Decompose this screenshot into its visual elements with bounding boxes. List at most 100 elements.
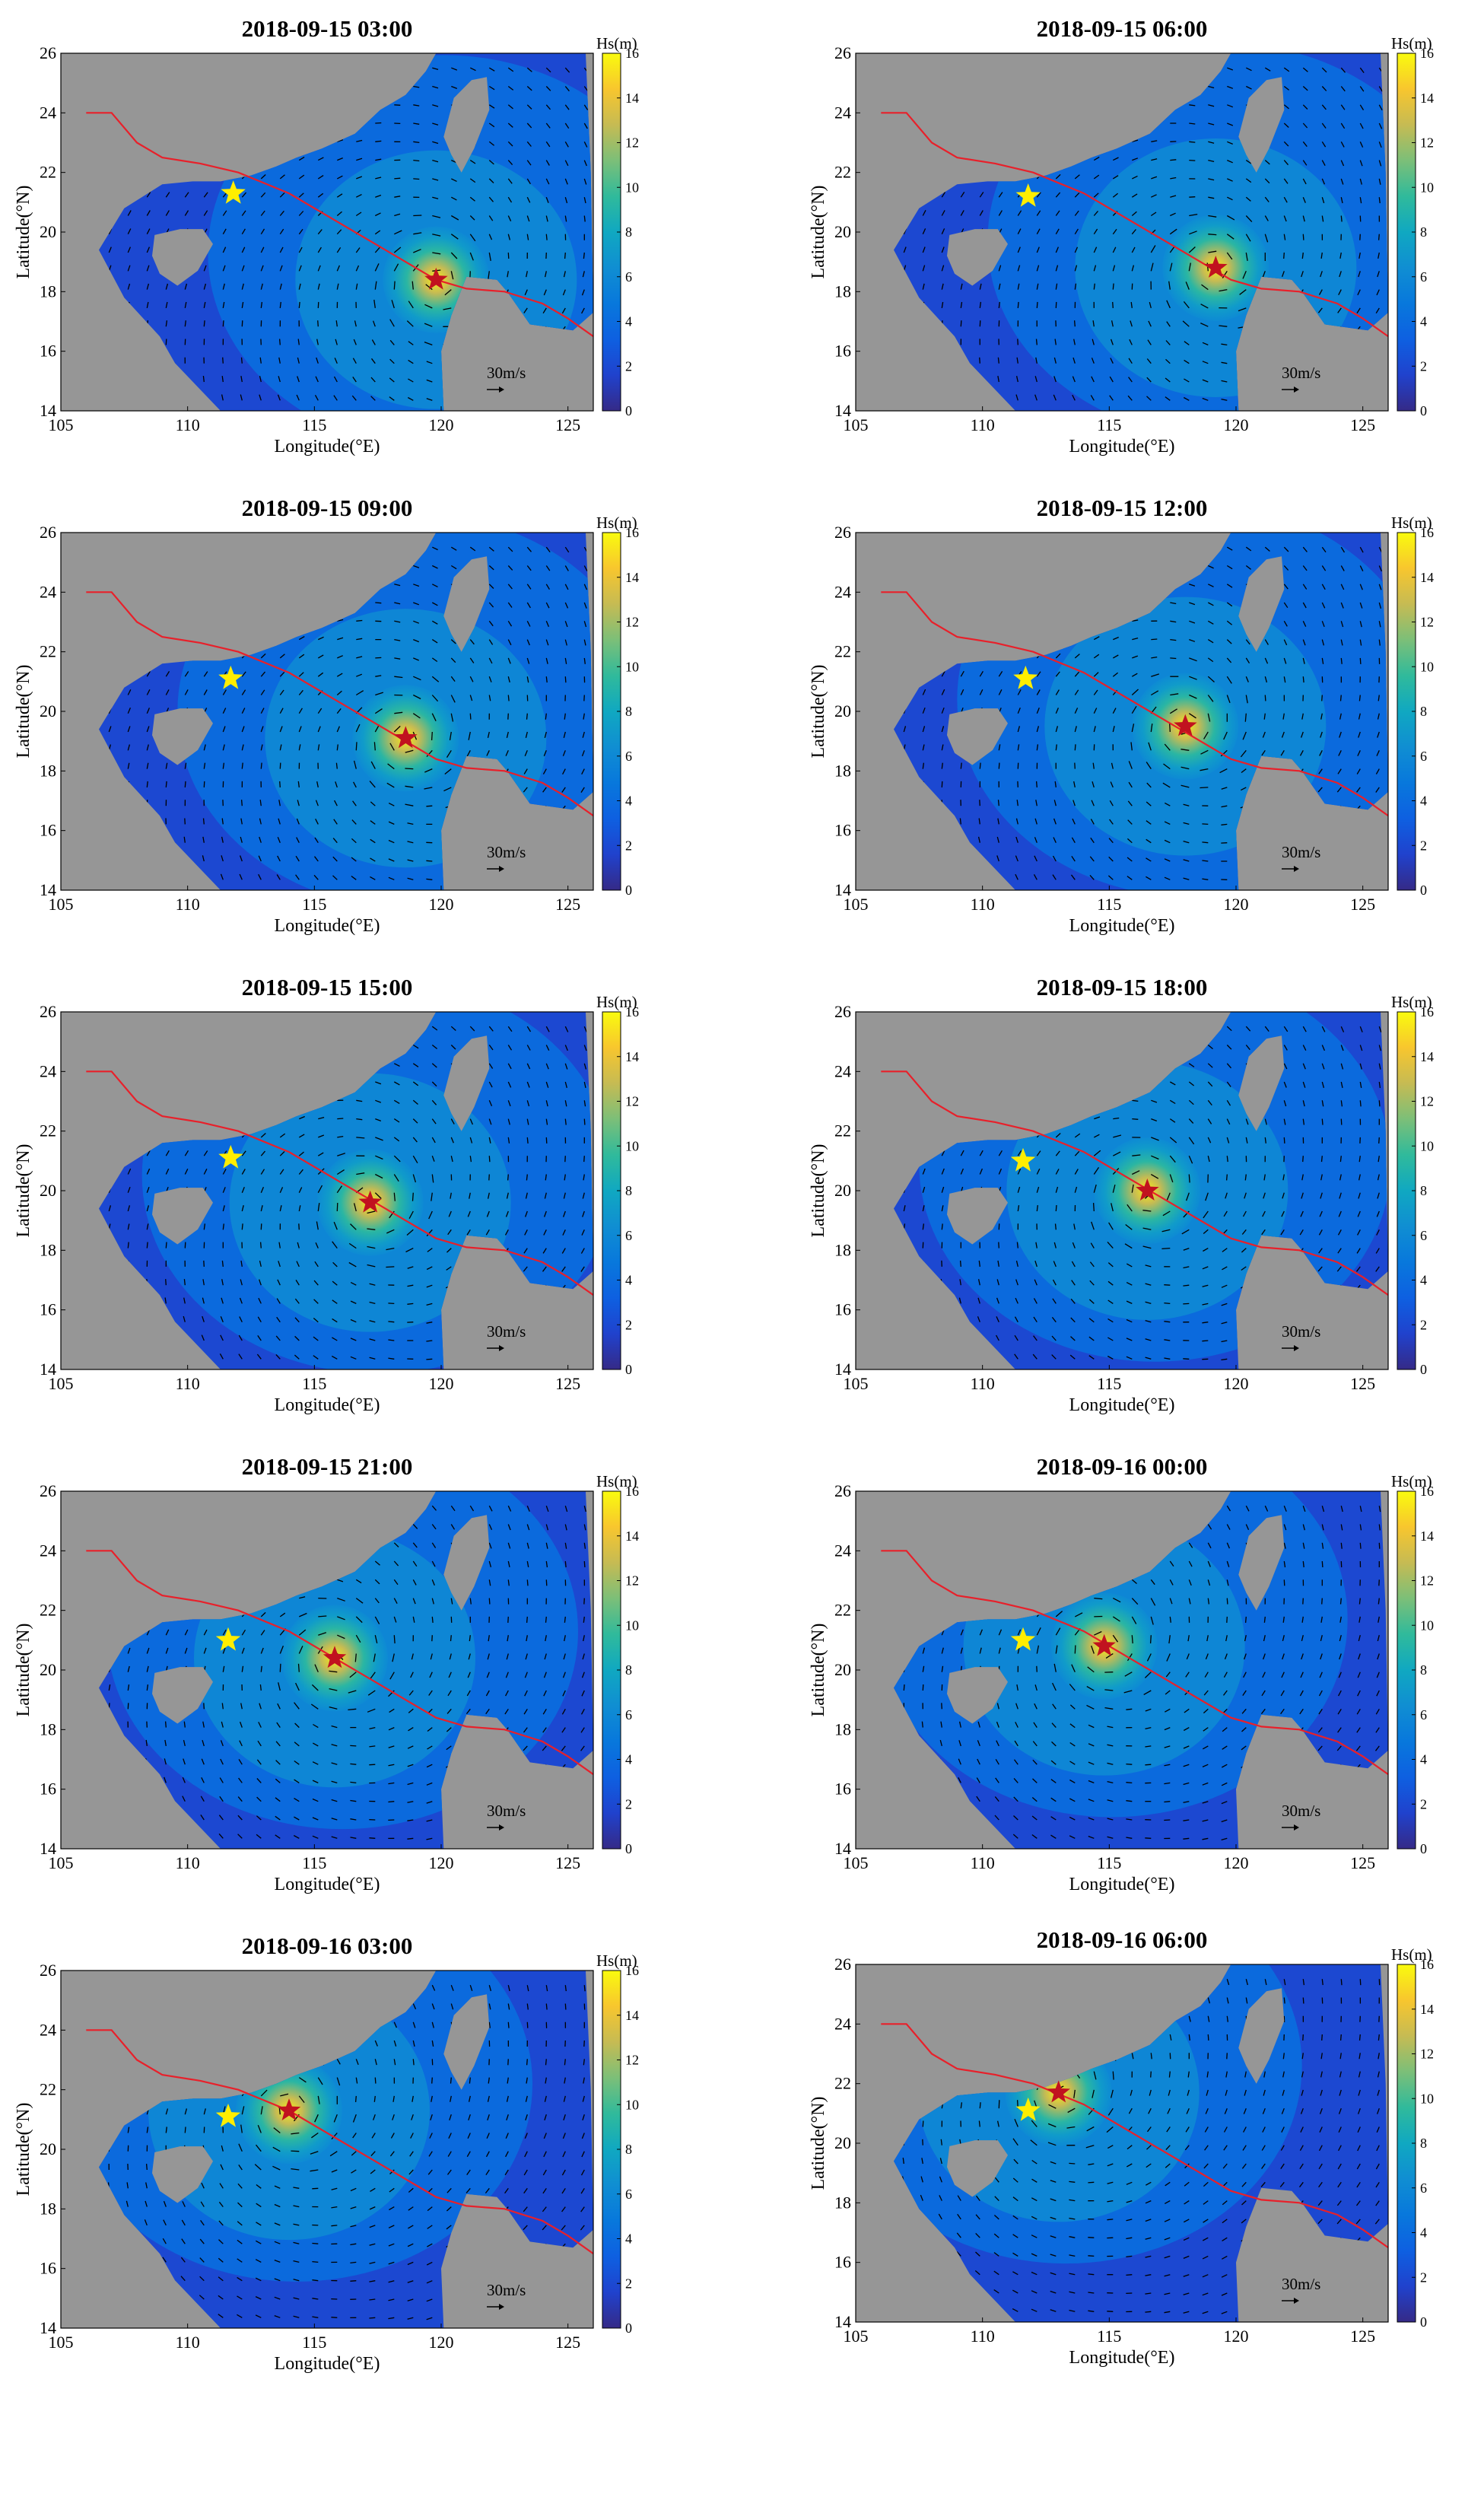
wind-vector: [317, 283, 320, 290]
wind-vector: [1321, 1542, 1324, 1549]
wind-vector: [941, 210, 945, 216]
x-tick-label: 115: [1097, 895, 1121, 914]
wind-vector: [526, 713, 528, 720]
wind-vector: [237, 2183, 243, 2189]
wind-vector: [1338, 1690, 1342, 1697]
wind-vector: [958, 1740, 961, 1747]
wind-vector: [1184, 359, 1190, 364]
wind-vector: [1207, 1542, 1212, 1549]
wind-vector: [370, 838, 376, 844]
wind-vector: [996, 1740, 999, 1747]
wind-vector: [1340, 565, 1345, 571]
wind-vector: [237, 2276, 243, 2282]
wind-vector: [545, 713, 547, 720]
wind-vector: [488, 657, 493, 664]
y-tick-label: 20: [40, 1181, 56, 1200]
typhoon-track: [881, 112, 1389, 337]
wind-vector: [1130, 320, 1133, 327]
wind-vector: [1263, 1635, 1266, 1642]
wind-vector: [1264, 639, 1269, 645]
reference-arrow-label: 30m/s: [487, 843, 526, 861]
wind-vector: [1088, 1780, 1095, 1784]
wind-vector: [1378, 104, 1383, 111]
wind-vector: [543, 1672, 547, 1678]
wind-vector: [349, 1672, 357, 1678]
wind-vector: [1181, 749, 1190, 751]
wind-vector: [1283, 1137, 1285, 1144]
wind-vector: [221, 376, 224, 383]
wind-vector: [356, 1172, 365, 1175]
wind-vector: [279, 301, 281, 308]
wind-vector: [507, 104, 513, 110]
wind-vector: [1036, 726, 1040, 733]
wind-vector: [1244, 713, 1247, 722]
wind-vector: [350, 1300, 357, 1304]
wind-vector: [426, 1819, 433, 1822]
wind-vector: [1302, 215, 1305, 222]
wind-vector: [241, 228, 246, 235]
wind-vector: [583, 1174, 585, 1181]
wind-vector: [583, 584, 588, 590]
wind-vector: [1378, 142, 1382, 148]
wind-vector: [507, 141, 513, 147]
wind-vector: [1208, 584, 1214, 587]
wind-vector: [1264, 695, 1266, 701]
wind-vector: [1032, 1353, 1038, 1360]
wind-vector: [183, 1279, 186, 1286]
colorbar-tick-label: 14: [625, 1528, 639, 1544]
wind-vector: [1169, 708, 1177, 714]
wind-vector: [1112, 672, 1119, 677]
wind-vector: [1376, 1229, 1380, 1236]
wind-vector: [451, 67, 458, 71]
wind-vector: [336, 1169, 345, 1175]
y-axis-label: Latitude(°N): [14, 665, 33, 759]
wind-vector: [1282, 1192, 1285, 1199]
wind-vector: [1359, 1081, 1362, 1089]
wind-vector: [1093, 636, 1100, 641]
wind-vector: [564, 197, 568, 204]
wind-vector: [1185, 1672, 1190, 1678]
wind-vector: [431, 639, 438, 644]
wind-vector: [405, 785, 414, 788]
wind-vector: [996, 1316, 999, 1322]
wind-vector: [219, 1353, 224, 1360]
wind-vector: [922, 689, 926, 695]
wind-vector: [526, 1616, 528, 1623]
wind-vector: [1150, 1173, 1159, 1179]
wind-vector: [317, 726, 321, 733]
wind-vector: [507, 584, 513, 590]
wind-vector: [405, 749, 414, 753]
wind-vector: [369, 1283, 376, 1286]
wind-vector: [1302, 1100, 1305, 1107]
wind-vector: [1127, 838, 1133, 844]
wind-vector: [1183, 1782, 1190, 1786]
wind-vector: [200, 2220, 205, 2226]
wind-vector: [1321, 141, 1327, 148]
wind-vector: [426, 1266, 433, 1271]
wind-vector: [921, 1721, 923, 1728]
wind-vector: [407, 1266, 414, 1269]
wind-vector: [526, 215, 530, 222]
wind-vector: [488, 196, 494, 202]
wind-vector: [221, 1703, 224, 1710]
wind-vector: [1202, 1303, 1209, 1306]
wind-vector: [506, 1192, 509, 1199]
wind-vector: [331, 1355, 338, 1360]
x-tick-label: 115: [302, 895, 326, 914]
wind-vector: [393, 1579, 399, 1586]
wind-vector: [375, 1118, 382, 1122]
station-star-marker: [218, 665, 243, 689]
wind-vector: [1034, 837, 1038, 843]
wind-vector: [487, 731, 490, 738]
wind-vector: [373, 299, 376, 308]
wind-vector: [960, 1629, 964, 1636]
wind-vector: [959, 1279, 961, 1286]
wind-vector: [127, 210, 132, 216]
wind-vector: [583, 1045, 587, 1051]
wind-vector: [146, 1168, 151, 1175]
wind-vector: [165, 1242, 167, 1248]
wind-vector: [977, 1279, 980, 1286]
wind-vector: [1132, 637, 1139, 641]
y-tick-label: 14: [40, 1360, 56, 1379]
wind-vector: [1302, 584, 1308, 590]
